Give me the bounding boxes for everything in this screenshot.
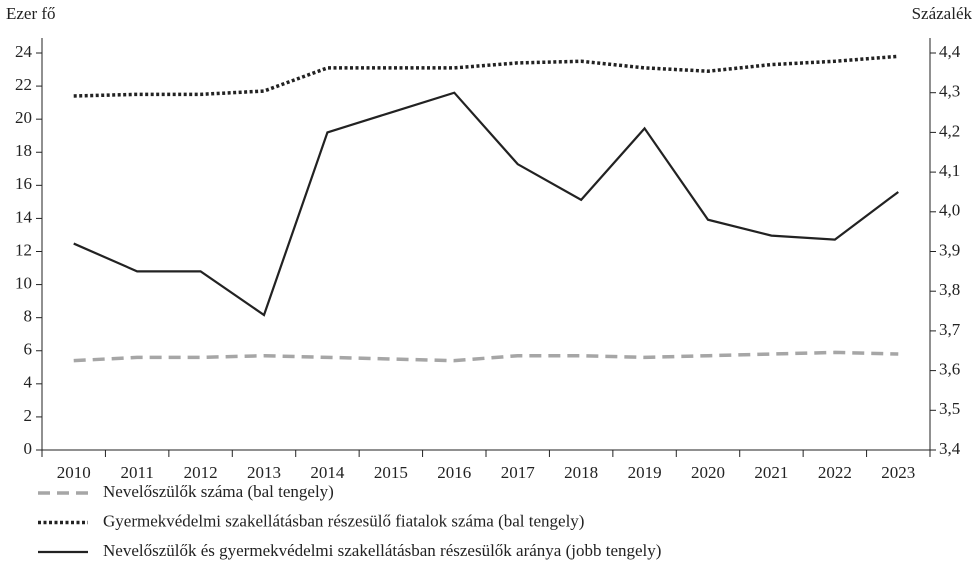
series-line — [73, 54, 899, 98]
x-tick-label: 2011 — [120, 463, 153, 482]
y-tick-label: 22 — [15, 75, 32, 94]
y-tick-label: 8 — [24, 307, 33, 326]
legend-label: Nevelőszülők és gyermekvédelmi szakellát… — [103, 541, 661, 560]
y2-tick-label: 4,4 — [939, 42, 961, 61]
y2-tick-label: 4,0 — [939, 201, 960, 220]
x-tick-label: 2022 — [818, 463, 852, 482]
y-tick-label: 6 — [24, 340, 33, 359]
x-tick-label: 2014 — [310, 463, 345, 482]
y2-tick-label: 4,3 — [939, 82, 960, 101]
x-tick-label: 2021 — [754, 463, 788, 482]
x-tick-label: 2015 — [374, 463, 408, 482]
y-tick-label: 0 — [24, 439, 33, 458]
y-tick-label: 20 — [15, 108, 32, 127]
y2-tick-label: 3,8 — [939, 280, 960, 299]
x-tick-label: 2016 — [437, 463, 471, 482]
x-tick-label: 2010 — [57, 463, 91, 482]
y2-tick-label: 3,7 — [939, 320, 961, 339]
y-tick-label: 14 — [15, 207, 33, 226]
x-tick-label: 2020 — [691, 463, 725, 482]
y2-tick-label: 4,1 — [939, 161, 960, 180]
y-tick-label: 16 — [15, 174, 32, 193]
x-tick-label: 2012 — [184, 463, 218, 482]
y-axis-label: Ezer fő — [6, 4, 56, 23]
x-tick-label: 2013 — [247, 463, 281, 482]
series-line — [73, 350, 899, 363]
x-tick-label: 2019 — [628, 463, 662, 482]
y2-tick-label: 3,6 — [939, 360, 960, 379]
y2-tick-label: 3,9 — [939, 240, 960, 259]
x-tick-label: 2018 — [564, 463, 598, 482]
x-tick-label: 2017 — [501, 463, 536, 482]
y-tick-label: 18 — [15, 141, 32, 160]
legend-label: Gyermekvédelmi szakellátásban részesülő … — [103, 511, 584, 530]
y-tick-label: 4 — [24, 373, 33, 392]
legend-label: Nevelőszülők száma (bal tengely) — [103, 482, 334, 501]
y-tick-label: 12 — [15, 240, 32, 259]
y-tick-label: 24 — [15, 42, 33, 61]
y2-axis-label: Százalék — [912, 4, 973, 23]
y2-tick-label: 3,5 — [939, 399, 960, 418]
y-tick-label: 10 — [15, 273, 32, 292]
y-tick-label: 2 — [24, 406, 33, 425]
y2-tick-label: 4,2 — [939, 121, 960, 140]
y2-tick-label: 3,4 — [939, 439, 961, 458]
x-tick-label: 2023 — [881, 463, 915, 482]
series-line — [73, 91, 899, 317]
